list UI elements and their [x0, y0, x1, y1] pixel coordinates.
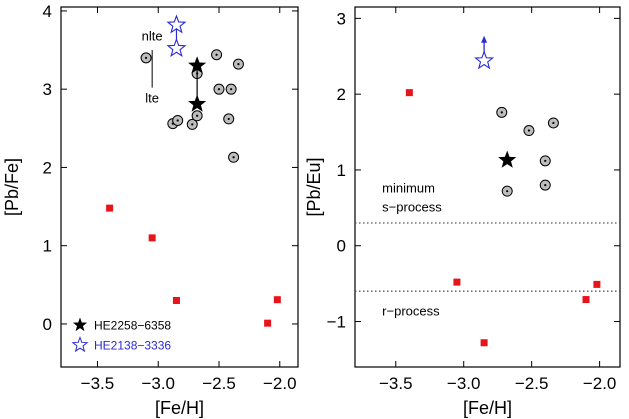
- y-tick-label: 1: [337, 161, 346, 180]
- plot-frame: [60, 6, 299, 368]
- data-point-square: [582, 296, 590, 304]
- legend-marker-open-star: [71, 336, 89, 353]
- data-point-filled-star: [188, 94, 207, 112]
- data-point-circle-dot: [217, 88, 221, 91]
- data-point-circle-dot: [196, 114, 199, 117]
- data-point-circle-dot: [506, 190, 509, 193]
- y-tick-label: 0: [337, 237, 346, 256]
- plot-frame: [354, 6, 621, 368]
- legend-marker-filled-star: [72, 317, 88, 332]
- data-point-open-star: [474, 50, 495, 70]
- data-point-circle-dot: [227, 117, 230, 121]
- annotation-text: nlte: [142, 29, 163, 44]
- data-point-circle-dot: [232, 156, 235, 159]
- data-point-square: [593, 280, 601, 288]
- data-point-circle-dot: [500, 111, 503, 114]
- x-tick-label: −3.5: [379, 374, 413, 393]
- y-tick-label: 3: [43, 80, 52, 99]
- x-tick-label: −2.5: [515, 374, 549, 393]
- data-point-circle-dot: [176, 119, 179, 122]
- data-point-circle-dot: [544, 159, 547, 162]
- data-point-open-star: [166, 37, 187, 58]
- data-point-circle-dot: [144, 56, 148, 59]
- data-point-square: [148, 234, 156, 242]
- data-point-filled-star: [188, 56, 207, 74]
- data-point-square: [273, 296, 281, 304]
- legend-label: HE2138−3336: [94, 339, 171, 353]
- data-point-circle-dot: [552, 121, 555, 125]
- data-point-circle-dot: [544, 184, 547, 187]
- data-point-square: [106, 204, 114, 212]
- x-tick-label: −3.5: [81, 374, 115, 393]
- panel-1: −3.5 −3.0 −2.5 −2.0 0 1 2 3 4 [Fe/H] [Pb/Fe] nlte lt…: [2, 2, 299, 418]
- data-point-square: [480, 339, 488, 347]
- data-point-filled-star: [498, 150, 517, 168]
- annotation-text: s−process: [382, 200, 442, 215]
- data-point-square: [405, 89, 413, 97]
- x-tick-label: −2.5: [202, 374, 236, 393]
- data-point-square: [172, 296, 180, 304]
- y-tick-label: 2: [43, 158, 52, 177]
- x-axis-label: [Fe/H]: [463, 398, 512, 418]
- annotation-text: lte: [145, 90, 159, 105]
- panel-2: −3.5 −3.0 −2.5 −2.0 −1 0 1 2 3 [Fe/H] [Pb/Eu] minim…: [304, 6, 621, 418]
- data-point-circle-dot: [230, 88, 233, 91]
- y-tick-label: 0: [43, 315, 52, 334]
- y-axis-label: [Pb/Eu]: [304, 157, 324, 216]
- x-axis-label: [Fe/H]: [155, 398, 204, 418]
- y-tick-label: 4: [43, 2, 52, 21]
- x-tick-label: −3.0: [447, 374, 481, 393]
- data-point-circle-dot: [527, 129, 531, 132]
- y-tick-label: −1: [327, 313, 346, 332]
- upper-limit-arrowhead: [481, 35, 488, 43]
- data-point-square: [264, 319, 272, 327]
- x-tick-label: −2.0: [263, 374, 297, 393]
- data-point-circle-dot: [215, 53, 218, 56]
- data-point-circle-dot: [191, 123, 194, 126]
- legend-label: HE2258−6358: [94, 319, 171, 333]
- y-axis-label: [Pb/Fe]: [2, 158, 22, 216]
- annotation-text: r−process: [382, 303, 440, 318]
- data-point-square: [453, 278, 461, 286]
- y-tick-label: 3: [337, 9, 346, 28]
- x-tick-label: −2.0: [583, 374, 617, 393]
- y-tick-label: 2: [337, 85, 346, 104]
- data-point-circle-dot: [237, 63, 240, 66]
- data-point-open-star: [166, 14, 187, 34]
- y-tick-label: 1: [43, 237, 52, 256]
- x-tick-label: −3.0: [141, 374, 175, 393]
- annotation-text: minimum: [382, 181, 435, 196]
